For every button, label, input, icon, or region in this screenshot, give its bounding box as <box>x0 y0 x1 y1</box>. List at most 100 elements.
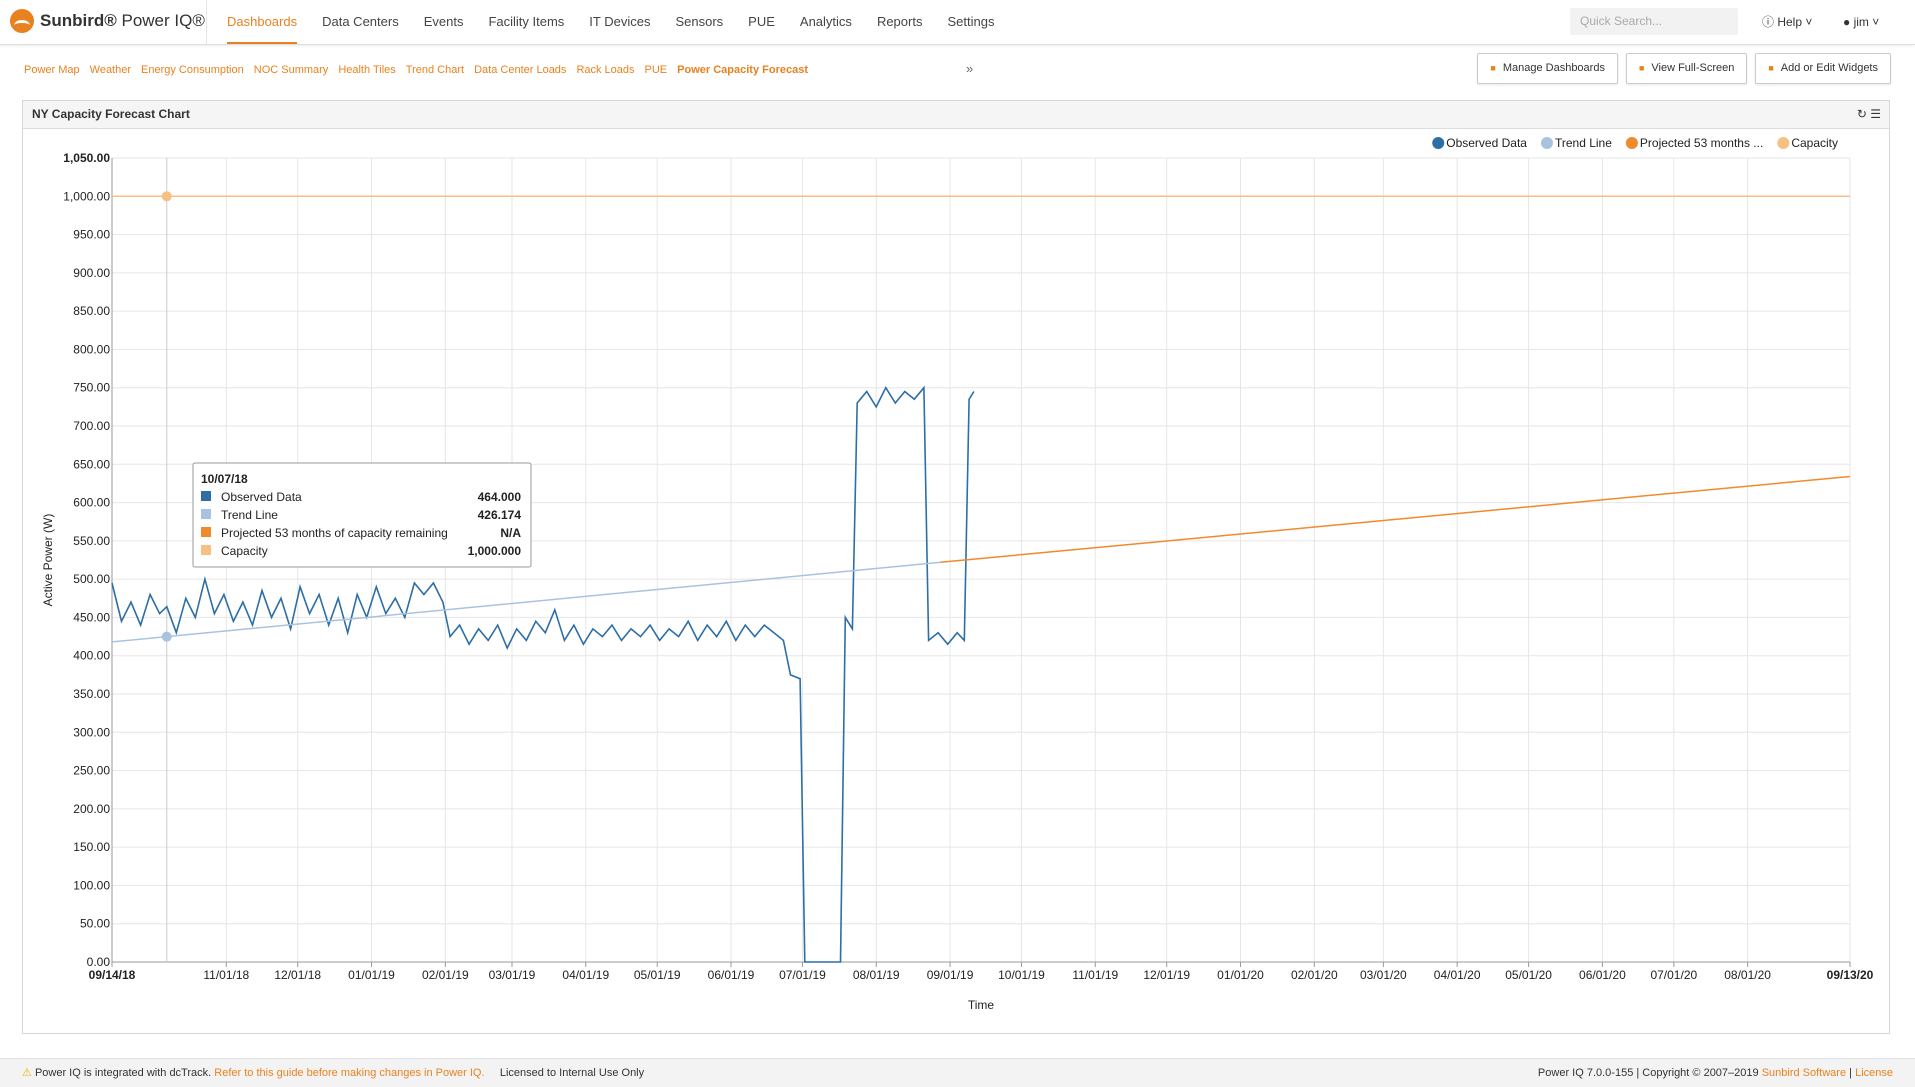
dashboard-tab[interactable]: Energy Consumption <box>141 64 244 76</box>
x-tick-label: 04/01/20 <box>1434 968 1481 982</box>
x-tick-label: 11/01/18 <box>203 968 249 982</box>
dashboard-tab[interactable]: Rack Loads <box>576 64 635 76</box>
y-tick-label: 1,000.00 <box>63 189 110 203</box>
nav-item[interactable]: Data Centers <box>322 14 399 29</box>
y-tick-label: 850.00 <box>73 304 110 318</box>
x-tick-label: 02/01/20 <box>1291 968 1338 982</box>
widget-header: NY Capacity Forecast Chart ↻ ☰ <box>23 101 1889 129</box>
nav-item[interactable]: IT Devices <box>589 14 651 29</box>
help-label[interactable]: Help <box>1777 15 1803 29</box>
tooltip-swatch <box>201 527 211 537</box>
nav-item[interactable]: Facility Items <box>488 14 565 29</box>
tooltip-row-value: 464.000 <box>478 490 522 504</box>
x-tick-label: 12/01/19 <box>1143 968 1190 982</box>
tooltip-box <box>192 462 532 568</box>
dashboard-tab[interactable]: NOC Summary <box>253 64 329 76</box>
more-tabs[interactable]: » <box>966 61 974 76</box>
y-tick-label: 50.00 <box>80 917 110 931</box>
toolbar-button[interactable]: Manage Dashboards <box>1477 53 1618 84</box>
user-menu[interactable]: ● jim ˅ <box>1843 15 1880 29</box>
legend-swatch <box>1432 137 1445 149</box>
x-tick-label: 07/01/20 <box>1650 968 1697 982</box>
y-tick-label: 650.00 <box>73 457 110 471</box>
y-tick-label: 200.00 <box>73 802 110 816</box>
footer-link[interactable]: Refer to this guide before making change… <box>214 1067 485 1079</box>
x-tick-label: 05/01/20 <box>1505 968 1552 982</box>
nav-item[interactable]: Settings <box>947 14 995 29</box>
y-tick-label: 350.00 <box>73 687 110 701</box>
y-tick-label: 450.00 <box>73 610 110 624</box>
legend-swatch <box>1777 137 1790 149</box>
tooltip-row-value: 426.174 <box>478 508 522 522</box>
footer-license-link[interactable]: License <box>1855 1067 1893 1079</box>
legend-label: Observed Data <box>1446 136 1527 150</box>
tooltip-title: 10/07/18 <box>201 472 248 486</box>
legend: Capacity Projected 53 months ... Trend Lin… <box>1432 136 1838 150</box>
top-bar: Sunbird® Power IQ® Dashboards Data Center… <box>0 0 1915 45</box>
legend-label: Projected 53 months ... <box>1640 136 1763 150</box>
y-tick-label: 300.00 <box>73 725 110 739</box>
x-tick-label: 06/01/20 <box>1579 968 1626 982</box>
footer-company[interactable]: Sunbird Software <box>1761 1067 1847 1079</box>
toolbar-button[interactable]: Add or Edit Widgets <box>1755 53 1891 84</box>
y-tick-label: 950.00 <box>73 228 110 242</box>
nav-item[interactable]: Sensors <box>675 14 724 29</box>
nav-item[interactable]: Events <box>423 14 464 29</box>
widget-controls[interactable]: ↻ ☰ <box>1856 107 1881 121</box>
tooltip-swatch <box>201 509 211 519</box>
brand: Sunbird® Power IQ® <box>10 9 205 33</box>
y-axis-title: Active Power (W) <box>41 514 55 607</box>
y-tick-label: 900.00 <box>73 266 110 280</box>
toolbar: Manage DashboardsView Full-ScreenAdd or … <box>1469 53 1891 84</box>
nav-item[interactable]: Dashboards <box>227 0 298 44</box>
tooltip-swatch <box>201 491 211 501</box>
product-name: Power IQ® <box>121 11 205 30</box>
user-label[interactable]: jim <box>1853 15 1869 29</box>
y-tick-label: 100.00 <box>73 878 110 892</box>
hover-marker <box>161 191 172 202</box>
dashboard-tab[interactable]: Power Map <box>24 64 80 76</box>
dashboard-tab[interactable]: Weather <box>89 64 132 76</box>
y-tick-label: 250.00 <box>73 764 110 778</box>
y-tick-label: 800.00 <box>73 342 110 356</box>
dashboard-tab[interactable]: PUE <box>644 64 668 76</box>
dashboard-tab[interactable]: Data Center Loads <box>474 64 567 76</box>
footer-notice: Power IQ is integrated with dcTrack. <box>34 1067 212 1079</box>
y-tick-label: 550.00 <box>73 534 110 548</box>
x-tick-label: 03/01/20 <box>1360 968 1407 982</box>
y-tick-label: 400.00 <box>73 649 110 663</box>
help-menu[interactable]: ⓘ Help ˅ <box>1762 15 1813 29</box>
y-tick-label: 600.00 <box>73 496 110 510</box>
tooltip: 10/07/18 Observed Data 464.000 Trend Line 42… <box>192 462 532 568</box>
dashboard-tab[interactable]: Power Capacity Forecast <box>677 64 808 76</box>
tooltip-swatch <box>201 545 211 555</box>
quick-search[interactable]: Quick Search... <box>1570 8 1738 35</box>
widget: NY Capacity Forecast Chart ↻ ☰ <box>22 100 1890 1034</box>
dashboard-tab[interactable]: Health Tiles <box>338 64 396 76</box>
toolbar-button[interactable]: View Full-Screen <box>1625 53 1748 84</box>
nav-item[interactable]: Reports <box>876 14 923 29</box>
nav-item[interactable]: Analytics <box>799 14 852 29</box>
y-tick-label: 500.00 <box>73 572 110 586</box>
nav-item[interactable]: PUE <box>748 14 775 29</box>
y-tick-label: 1,050.00 <box>63 151 110 165</box>
tooltip-row-name: Capacity <box>221 544 268 558</box>
tooltip-row-name: Projected 53 months of capacity remainin… <box>221 526 448 540</box>
y-tick-label: 750.00 <box>73 381 110 395</box>
x-tick-label: 09/13/20 <box>1827 968 1874 982</box>
x-tick-label: 08/01/20 <box>1724 968 1771 982</box>
x-tick-label: 07/01/19 <box>779 968 826 982</box>
x-tick-label: 08/01/19 <box>853 968 900 982</box>
footer: ⚠ Power IQ is integrated with dcTrack. R… <box>0 1058 1915 1087</box>
dashboard-tab[interactable]: Trend Chart <box>405 64 465 76</box>
x-tick-label: 12/01/18 <box>274 968 321 982</box>
x-tick-label: 04/01/19 <box>562 968 609 982</box>
x-tick-label: 09/14/18 <box>89 968 136 982</box>
x-tick-label: 02/01/19 <box>422 968 469 982</box>
series-line <box>111 385 975 963</box>
x-tick-label: 05/01/19 <box>634 968 681 982</box>
x-tick-label: 01/01/20 <box>1217 968 1264 982</box>
footer-license: Licensed to Internal Use Only <box>499 1067 645 1079</box>
tooltip-row-value: 1,000.000 <box>468 544 522 558</box>
